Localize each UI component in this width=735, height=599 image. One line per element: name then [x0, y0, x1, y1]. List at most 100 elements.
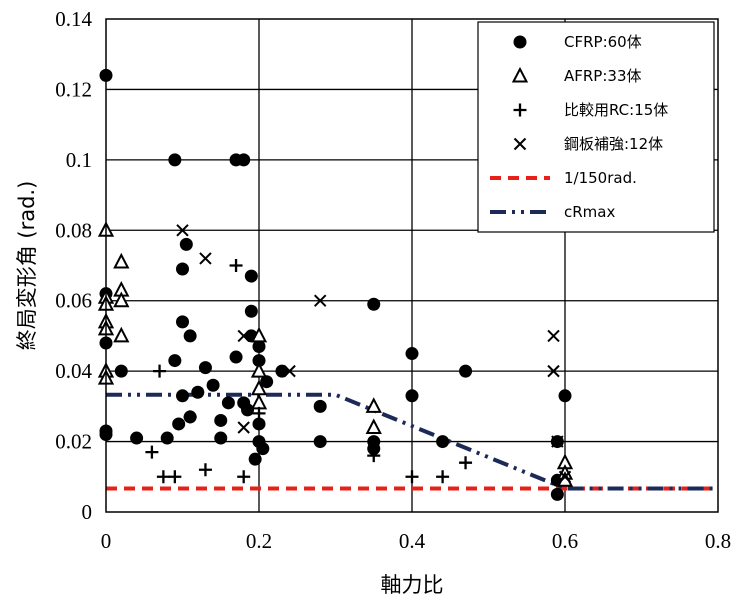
data-point	[459, 364, 473, 378]
data-point	[172, 417, 186, 431]
data-point	[168, 354, 182, 368]
y-axis-title: 終局変形角 (rad.)	[15, 181, 39, 351]
data-point	[275, 364, 289, 378]
data-point	[252, 406, 266, 420]
data-point	[260, 375, 274, 389]
data-point	[113, 326, 130, 343]
data-point	[250, 361, 268, 378]
data-point	[459, 456, 473, 470]
data-point	[367, 442, 381, 456]
data-point	[558, 470, 572, 483]
y-tick-label: 0.12	[55, 77, 92, 101]
legend-label: 鋼板補強:12体	[564, 135, 663, 153]
data-point	[153, 364, 167, 378]
line-series-path	[106, 392, 718, 491]
data-point	[256, 442, 270, 456]
data-point	[229, 259, 243, 272]
legend-item: 1/150rad.	[490, 169, 637, 187]
data-point	[168, 153, 182, 167]
data-point	[183, 410, 197, 424]
legend-item: 比較用RC:15体	[513, 101, 668, 119]
data-point	[405, 470, 419, 484]
data-point	[313, 399, 327, 413]
data-point	[206, 378, 220, 392]
legend-label: AFRP:33体	[564, 67, 642, 85]
x-tick-label: 0.6	[552, 529, 578, 553]
legend-item: cRmax	[490, 203, 615, 221]
data-point	[237, 329, 250, 343]
legend-label: cRmax	[564, 203, 615, 221]
legend-item: CFRP:60体	[513, 33, 642, 51]
y-tick-label: 0.1	[66, 148, 92, 172]
y-tick-label: 0.06	[55, 289, 92, 313]
data-point	[237, 421, 250, 434]
data-point	[547, 329, 560, 343]
x-axis-title: 軸力比	[381, 573, 444, 597]
data-point	[113, 252, 130, 269]
data-point	[367, 449, 381, 463]
series-0	[99, 68, 572, 501]
legend-marker	[513, 103, 527, 117]
data-point	[237, 470, 251, 484]
legend-item: 鋼板補強:12体	[513, 135, 663, 153]
legend-marker	[511, 66, 529, 83]
y-tick-label: 0.08	[55, 218, 92, 242]
y-tick-label: 0	[82, 500, 93, 524]
data-point	[156, 470, 170, 484]
legend-marker	[513, 35, 527, 49]
data-point	[176, 262, 189, 276]
data-point	[214, 413, 228, 427]
legend-label: CFRP:60体	[564, 33, 642, 51]
data-point	[113, 291, 130, 308]
x-tick-label: 0.8	[705, 529, 731, 553]
data-point	[283, 364, 296, 378]
legend-box	[477, 21, 715, 233]
data-point	[551, 435, 564, 448]
data-point	[244, 269, 258, 283]
data-point	[221, 396, 235, 410]
x-tick-label: 0	[101, 529, 112, 553]
data-point	[405, 389, 419, 403]
data-point	[365, 418, 382, 434]
data-point	[252, 354, 266, 368]
data-point	[229, 350, 243, 364]
series-3	[176, 224, 572, 483]
data-point	[367, 297, 381, 311]
data-point	[252, 339, 266, 353]
data-point	[191, 385, 205, 399]
data-point	[176, 315, 189, 329]
data-point	[550, 487, 564, 501]
data-point	[436, 435, 450, 449]
data-point	[176, 224, 189, 237]
data-point	[237, 153, 251, 167]
x-tick-labels: 0 0.2 0.4 0.6 0.8	[101, 529, 731, 553]
data-point	[199, 252, 212, 265]
data-point	[547, 364, 560, 378]
x-tick-label: 0.2	[246, 529, 272, 553]
series-layer	[97, 68, 718, 501]
data-point	[214, 431, 228, 445]
data-point	[114, 364, 128, 378]
data-point	[313, 435, 327, 449]
data-point	[183, 329, 197, 343]
plot-frame	[105, 18, 719, 513]
legend-label: 1/150rad.	[564, 169, 637, 187]
y-tick-labels: 0 0.02 0.04 0.06 0.08 0.1 0.12 0.14	[55, 7, 92, 524]
data-point	[130, 431, 144, 445]
data-point	[198, 463, 212, 477]
data-point	[558, 389, 572, 403]
legend-label: 比較用RC:15体	[564, 101, 668, 119]
data-point	[313, 294, 327, 307]
series-5	[106, 392, 718, 491]
data-point	[250, 326, 268, 343]
data-point	[365, 397, 382, 413]
data-point	[248, 452, 262, 466]
data-point	[405, 347, 419, 361]
series-2	[145, 259, 473, 484]
legend-marker	[513, 137, 527, 151]
data-point	[198, 361, 212, 375]
data-point	[176, 389, 189, 403]
data-point	[244, 304, 258, 318]
